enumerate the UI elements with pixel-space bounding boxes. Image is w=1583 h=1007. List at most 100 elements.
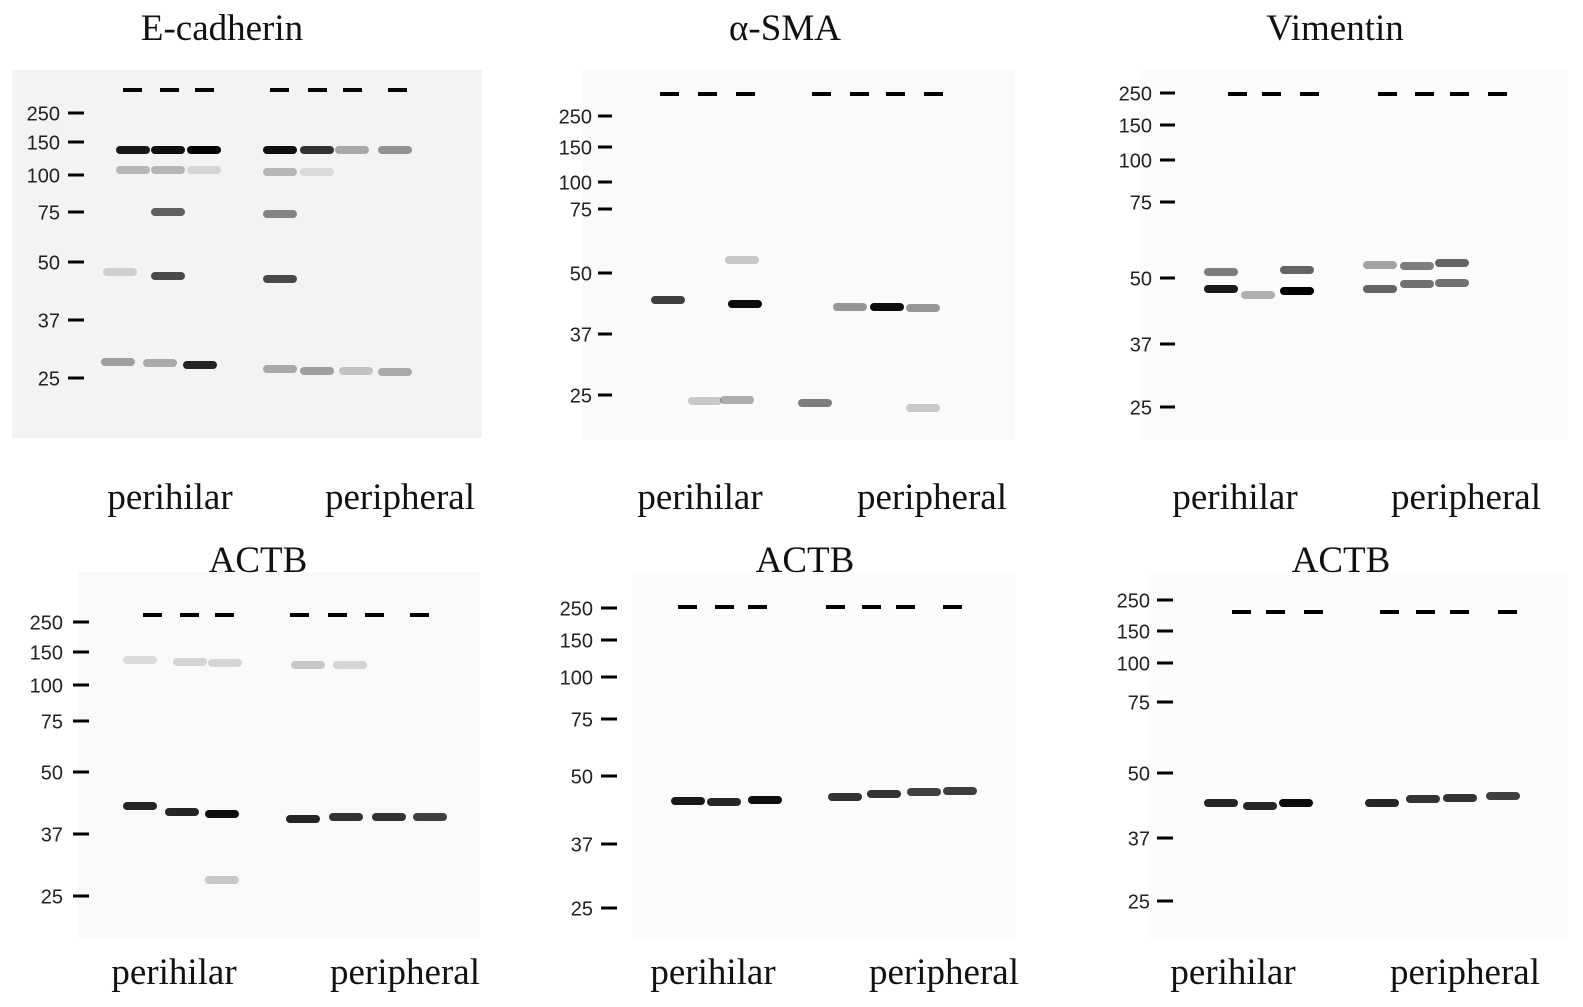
marker-tick xyxy=(1160,277,1175,280)
marker-tick xyxy=(601,718,617,721)
band xyxy=(828,793,862,801)
blot-membrane xyxy=(12,70,482,438)
band xyxy=(151,272,185,280)
group-label: peripheral xyxy=(330,952,480,993)
band xyxy=(263,168,297,176)
band xyxy=(870,303,904,311)
marker-label: 250 xyxy=(27,103,60,125)
band xyxy=(1280,266,1314,274)
marker-label: 50 xyxy=(571,766,593,788)
lane-dash xyxy=(1416,610,1435,614)
band xyxy=(291,661,325,669)
marker-label: 37 xyxy=(41,824,63,846)
marker-label: 100 xyxy=(1119,150,1152,172)
marker-tick xyxy=(68,319,84,322)
band xyxy=(1365,799,1399,807)
band xyxy=(1363,285,1397,293)
marker-tick xyxy=(1157,599,1173,602)
lane-dash xyxy=(660,92,679,96)
band xyxy=(1486,792,1520,800)
marker-tick xyxy=(68,174,84,177)
band xyxy=(339,367,373,375)
blot-membrane xyxy=(632,572,1015,940)
lane-dash xyxy=(123,88,142,92)
marker-label: 250 xyxy=(1119,83,1152,105)
marker-label: 50 xyxy=(1130,268,1152,290)
lane-dash xyxy=(736,92,755,96)
group-label: peripheral xyxy=(869,952,1019,993)
marker-tick xyxy=(1157,772,1173,775)
lane-dash xyxy=(748,605,767,609)
band xyxy=(688,397,722,405)
panel-title: ACTB xyxy=(209,540,308,581)
lane-dash xyxy=(410,613,429,617)
marker-tick xyxy=(68,112,84,115)
lane-dash xyxy=(388,88,407,92)
lane-dash xyxy=(1488,92,1507,96)
group-label: perihilar xyxy=(1170,952,1295,993)
marker-label: 100 xyxy=(30,675,63,697)
lane-dash xyxy=(862,605,881,609)
lane-dash xyxy=(308,88,327,92)
marker-tick xyxy=(601,639,617,642)
lane-dash xyxy=(215,613,234,617)
blot-figure: E-cadherin25015010075503725perihilarperi… xyxy=(0,0,1583,1007)
marker-label: 50 xyxy=(1128,763,1150,785)
marker-tick xyxy=(601,775,617,778)
band xyxy=(300,146,334,154)
lane-dash xyxy=(924,92,943,96)
marker-tick xyxy=(73,833,89,836)
band xyxy=(143,359,177,367)
band xyxy=(725,256,759,264)
marker-label: 150 xyxy=(560,630,593,652)
marker-tick xyxy=(1160,159,1175,162)
band xyxy=(116,146,150,154)
marker-label: 100 xyxy=(27,165,60,187)
blot-membrane xyxy=(1140,70,1568,440)
lane-dash xyxy=(1300,92,1319,96)
marker-tick xyxy=(1160,406,1175,409)
lane-dash xyxy=(1266,610,1285,614)
marker-label: 50 xyxy=(38,252,60,274)
band xyxy=(748,796,782,804)
blot-membrane xyxy=(78,572,480,938)
group-label: peripheral xyxy=(1390,952,1540,993)
lane-dash xyxy=(1262,92,1281,96)
lane-dash xyxy=(270,88,289,92)
band xyxy=(205,876,239,884)
band xyxy=(103,268,137,276)
lane-dash xyxy=(328,613,347,617)
lane-dash xyxy=(715,605,734,609)
marker-label: 75 xyxy=(571,709,593,731)
marker-tick xyxy=(1160,343,1175,346)
lane-dash xyxy=(1232,610,1251,614)
marker-label: 75 xyxy=(570,199,592,221)
lane-dash xyxy=(1498,610,1517,614)
marker-label: 150 xyxy=(559,137,592,159)
group-label: perihilar xyxy=(1172,477,1297,518)
lane-dash xyxy=(1380,610,1399,614)
marker-label: 150 xyxy=(30,642,63,664)
marker-label: 150 xyxy=(1117,621,1150,643)
band xyxy=(1204,799,1238,807)
band xyxy=(1204,268,1238,276)
band xyxy=(173,658,207,666)
marker-label: 37 xyxy=(1130,334,1152,356)
marker-tick xyxy=(598,394,612,397)
lane-dash xyxy=(850,92,869,96)
band xyxy=(720,396,754,404)
marker-label: 250 xyxy=(559,106,592,128)
marker-label: 250 xyxy=(1117,590,1150,612)
lane-dash xyxy=(1378,92,1397,96)
band xyxy=(1279,799,1313,807)
band xyxy=(286,815,320,823)
marker-label: 37 xyxy=(1128,828,1150,850)
band xyxy=(707,798,741,806)
lane-dash xyxy=(365,613,384,617)
band xyxy=(943,787,977,795)
band xyxy=(798,399,832,407)
band xyxy=(300,367,334,375)
panel-title: ACTB xyxy=(756,540,855,581)
marker-tick xyxy=(1157,630,1173,633)
marker-tick xyxy=(1160,201,1175,204)
